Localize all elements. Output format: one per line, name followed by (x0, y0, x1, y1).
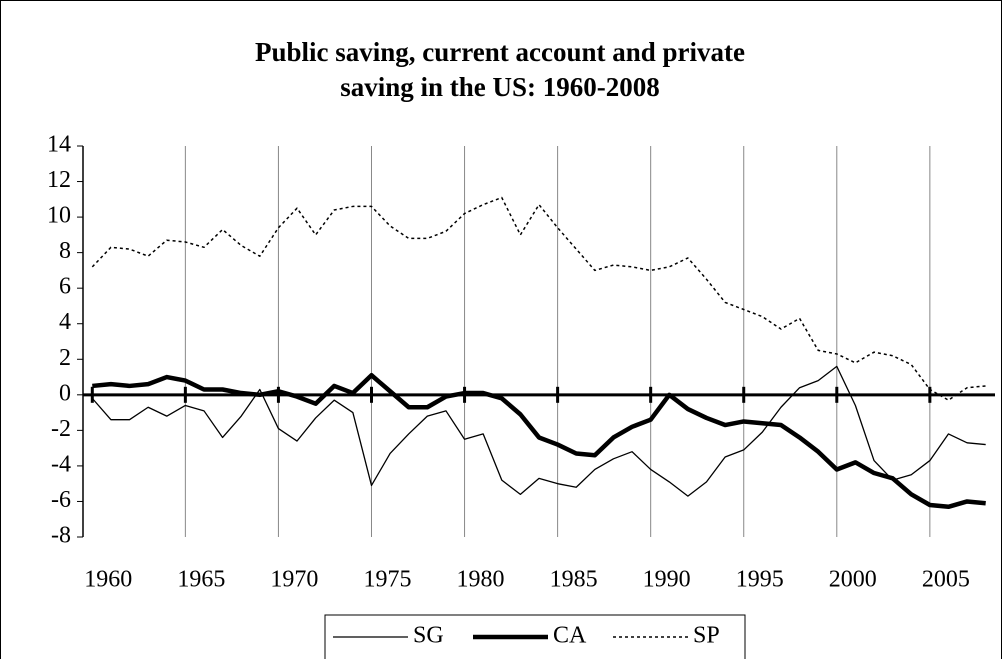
y-tick-label: 2 (59, 345, 71, 371)
legend-label: SG (413, 623, 444, 649)
x-tick-label: 1990 (643, 567, 691, 593)
series-line (92, 373, 986, 510)
x-tick-label: 1965 (177, 567, 225, 593)
x-tick-label: 1970 (270, 567, 318, 593)
x-tick-label: 1995 (736, 567, 784, 593)
y-tick-label: 8 (59, 238, 71, 264)
chart-title: saving in the US: 1960-2008 (340, 72, 660, 102)
y-tick-label: 4 (59, 309, 71, 335)
y-tick-label: -8 (51, 523, 71, 549)
x-tick-label: 1985 (550, 567, 598, 593)
y-tick-label: 6 (59, 274, 71, 300)
x-tick-label: 1975 (363, 567, 411, 593)
series-line (91, 196, 986, 401)
y-tick-label: 12 (47, 167, 71, 193)
y-tick-label: 0 (59, 380, 71, 406)
chart-title: Public saving, current account and priva… (255, 37, 745, 67)
x-tick-label: 1960 (84, 567, 132, 593)
y-tick-label: 10 (47, 203, 71, 229)
x-tick-label: 1980 (457, 567, 505, 593)
x-tick-label: 2000 (829, 567, 877, 593)
y-tick-label: -6 (51, 487, 71, 513)
y-tick-label: 14 (47, 132, 71, 158)
x-tick-label: 2005 (922, 567, 970, 593)
legend-label: CA (553, 623, 587, 649)
y-tick-label: -4 (51, 451, 71, 477)
series-line (91, 365, 986, 497)
y-tick-label: -2 (51, 416, 71, 442)
legend-label: SP (693, 623, 720, 649)
